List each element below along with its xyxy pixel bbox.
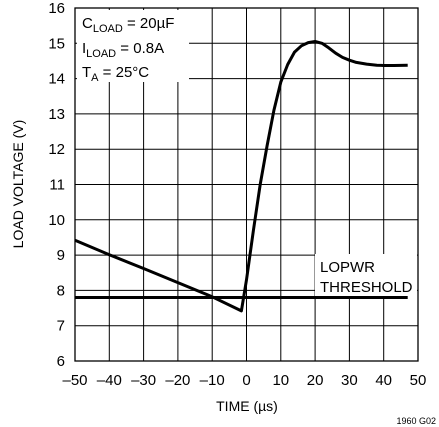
y-tick-label: 10: [48, 212, 65, 229]
x-tick-label: 0: [242, 372, 250, 389]
plot-frame: [74, 7, 419, 362]
grid: [75, 8, 418, 361]
y-tick-labels: 6 7 8 9 10 11 12 13 14 15 16: [48, 0, 65, 370]
x-tick-label: 20: [307, 372, 324, 389]
cload-annotation: CLOAD = 20µF: [82, 15, 174, 35]
iload-annotation: ILOAD = 0.8A: [82, 40, 164, 60]
y-tick-label: 8: [57, 282, 65, 299]
x-tick-label: 10: [272, 372, 289, 389]
x-tick-label: –20: [165, 372, 190, 389]
y-tick-label: 9: [57, 247, 65, 264]
x-tick-label: –40: [97, 372, 122, 389]
x-tick-label: 50: [410, 372, 427, 389]
y-tick-label: 11: [49, 177, 65, 194]
load-voltage-line: [74, 40, 408, 313]
threshold-label-box: [315, 254, 417, 296]
y-tick-label: 15: [48, 35, 65, 52]
x-tick-label: 40: [375, 372, 392, 389]
x-tick-label: –10: [200, 372, 225, 389]
figure-code: 1960 G02: [396, 416, 436, 426]
x-axis-label: TIME (µs): [216, 398, 278, 414]
y-tick-label: 7: [57, 318, 65, 335]
y-tick-label: 14: [48, 71, 65, 88]
x-tick-label: –30: [131, 372, 156, 389]
ta-annotation: TA = 25°C: [82, 64, 149, 84]
y-axis-label: LOAD VOLTAGE (V): [10, 120, 26, 249]
y-tick-label: 6: [57, 353, 65, 370]
x-tick-labels: –50 –40 –30 –20 –10 0 10 20 30 40 50: [62, 372, 426, 389]
x-tick-label: –50: [62, 372, 87, 389]
y-tick-label: 16: [48, 0, 65, 17]
series-group: [74, 40, 408, 313]
threshold-label-line1: LOPWR: [320, 259, 375, 276]
y-tick-label: 12: [48, 141, 65, 158]
threshold-label-line2: THRESHOLD: [320, 279, 413, 296]
conditions-box: [77, 10, 189, 82]
x-tick-label: 30: [341, 372, 358, 389]
y-tick-label: 13: [48, 106, 65, 123]
